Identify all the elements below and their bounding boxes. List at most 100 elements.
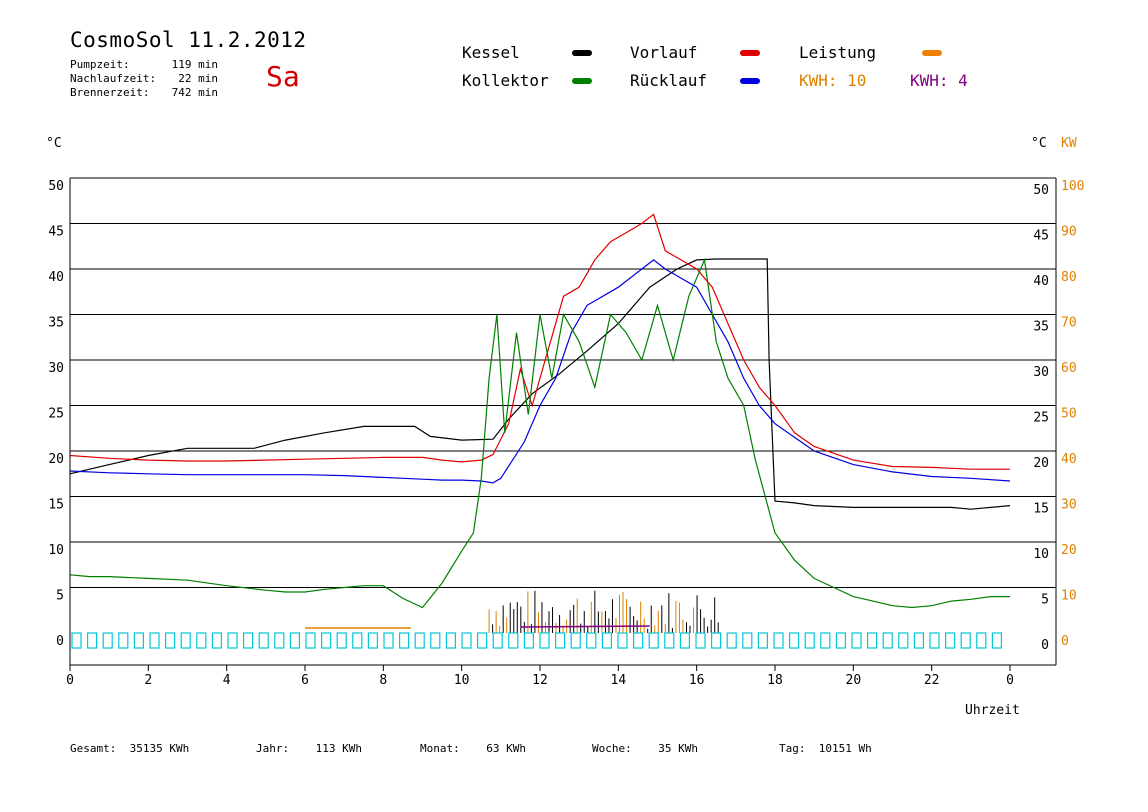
y-axis-left-unit: °C [46,136,62,151]
footer-monat: Monat: 63 KWh [420,742,526,755]
y-tick-left-5: 5 [56,589,64,604]
status-box [118,632,129,649]
x-tick-3: 6 [301,673,309,688]
series-lines [69,213,1011,609]
y-tick-right-45: 45 [1033,229,1049,244]
status-box [430,632,441,649]
kwh2-segment [520,625,650,628]
y-tick-left-35: 35 [48,316,64,331]
status-box [102,632,113,649]
status-box [695,632,706,649]
status-box [180,632,191,649]
y2-tick-80: 80 [1061,270,1077,285]
status-box [508,632,519,649]
status-box [274,632,285,649]
legend-leistung-label: Leistung [799,43,877,62]
status-box [898,632,909,649]
series-vorlauf [69,213,1010,470]
status-boxes [71,632,1003,649]
status-box [929,632,940,649]
status-box [882,632,893,649]
status-box [149,632,160,649]
leistung-bars [305,590,719,633]
status-box [820,632,831,649]
y-tick-left-50: 50 [48,179,64,194]
x-tick-2: 4 [223,673,231,688]
status-box [492,632,503,649]
status-box [414,632,425,649]
legend-kollektor-label: Kollektor [462,71,549,90]
status-box [383,632,394,649]
status-box [726,632,737,649]
status-box [788,632,800,649]
info-brennerzeit: Brennerzeit: 742 min [70,86,218,99]
status-box [913,632,925,649]
y-tick-left-15: 15 [48,498,64,513]
y-tick-right-50: 50 [1033,183,1049,198]
footer-tag: Tag: 10151 Wh [779,742,872,755]
legend-vorlauf-label: Vorlauf [630,43,698,62]
status-box [165,632,176,649]
status-box [227,632,238,649]
status-box [86,632,98,649]
y2-tick-90: 90 [1061,225,1077,240]
y-tick-left-40: 40 [48,270,64,285]
x-tick-8: 16 [689,673,705,688]
status-box [243,632,254,649]
status-box [445,632,456,649]
legend-leistung-swatch [922,50,942,56]
y2-tick-50: 50 [1061,407,1077,422]
x-tick-6: 12 [532,673,548,688]
y2-tick-70: 70 [1061,316,1077,331]
status-box [196,632,207,649]
status-box [664,632,675,649]
kwh-total-1: KWH: 10 [799,71,867,90]
y-axis-right-unit: °C [1031,136,1047,151]
y2-tick-40: 40 [1061,452,1077,467]
status-box [866,632,878,649]
y-tick-right-5: 5 [1041,593,1049,608]
y-tick-right-40: 40 [1033,274,1049,289]
kwh-total-2: KWH: 4 [910,71,968,90]
grid-lines [70,177,1056,588]
weekday-label: Sa [266,60,300,93]
y-tick-right-35: 35 [1033,320,1049,335]
y2-tick-30: 30 [1061,498,1077,513]
y2-tick-20: 20 [1061,543,1077,558]
status-box [523,632,535,649]
status-box [742,632,753,649]
info-block: Pumpzeit: 119 min Nachlaufzeit: 22 min Bre… [70,58,218,100]
footer-woche: Woche: 35 KWh [592,742,698,755]
status-box [601,632,613,649]
y-tick-right-30: 30 [1033,365,1049,380]
footer-jahr: Jahr: 113 KWh [256,742,362,755]
legend-ruecklauf-swatch [740,78,760,84]
x-tick-11: 22 [924,673,940,688]
y-tick-right-10: 10 [1033,547,1049,562]
status-box [835,632,847,649]
status-box [461,632,472,649]
y2-tick-100: 100 [1061,179,1084,194]
page-title: CosmoSol 11.2.2012 [70,28,307,52]
status-box [570,632,581,649]
y-tick-right-0: 0 [1041,638,1049,653]
status-box [617,632,628,649]
legend-kollektor-swatch [572,78,592,84]
x-tick-7: 14 [611,673,627,688]
y-tick-left-20: 20 [48,452,64,467]
legend-ruecklauf-label: Rücklauf [630,71,708,90]
status-box [991,632,1003,649]
y2-tick-0: 0 [1061,634,1069,649]
status-box [804,632,815,649]
info-nachlaufzeit: Nachlaufzeit: 22 min [70,72,218,85]
status-box [648,632,659,649]
status-box [477,632,488,649]
x-tick-labels: 0 2 4 6 8 10 12 14 16 18 20 22 0 [66,665,1014,688]
y2-tick-60: 60 [1061,361,1077,376]
status-box [258,632,269,649]
status-box [211,632,222,649]
status-box [632,632,644,649]
status-box [976,632,987,649]
